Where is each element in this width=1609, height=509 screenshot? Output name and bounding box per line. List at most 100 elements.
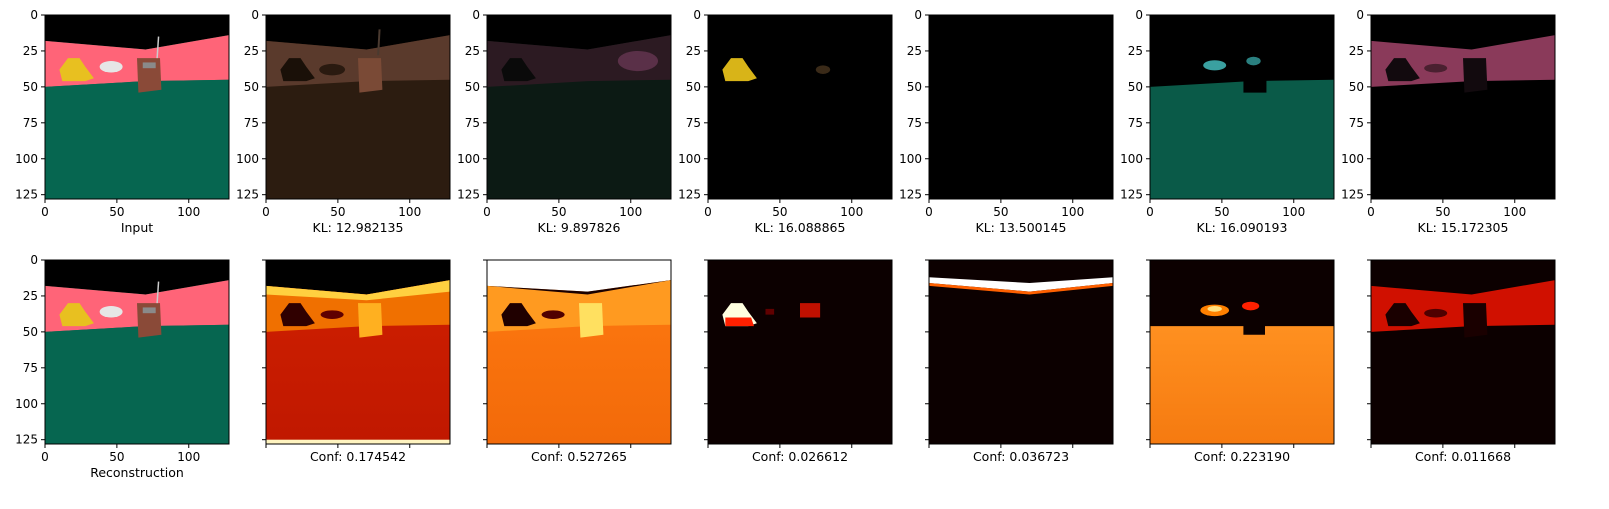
floor-surface [45,324,229,444]
horizon-hot [929,277,1113,292]
x-tick-label: 50 [772,205,787,219]
car-shadow [319,63,346,76]
car-object [1203,60,1227,71]
bin-lid [142,307,156,314]
duck-shadow [1385,303,1420,327]
y-tick-label: 125 [15,188,38,202]
y-tick-label: 75 [23,361,38,375]
panel-label: KL: 9.897826 [538,220,621,235]
y-tick-label: 0 [251,8,259,22]
panel-image [45,260,229,444]
panel-label: KL: 16.088865 [755,220,846,235]
panel-frame [486,259,672,445]
x-tick-label: 0 [41,450,49,464]
y-tick-label: 50 [465,80,480,94]
y-tick-label: 125 [15,433,38,447]
y-tick-label: 50 [244,80,259,94]
bin-shape [358,303,383,338]
sky-region [266,15,450,50]
wall-region [45,280,229,332]
y-tick-label: 75 [1128,116,1143,130]
panel-bottom-5: Conf: 0.223190 [1146,259,1335,464]
wall-hot [1371,280,1555,332]
y-tick-label: 125 [236,188,259,202]
panel-label: Conf: 0.223190 [1194,449,1290,464]
floor-surface [45,79,229,199]
x-tick-label: 50 [109,205,124,219]
y-tick-label: 100 [236,152,259,166]
bin-shape [358,58,383,93]
y-tick-label: 125 [457,188,480,202]
y-tick-label: 125 [1341,188,1364,202]
wall-region [1371,35,1555,87]
x-tick-label: 0 [925,205,933,219]
y-tick-label: 0 [914,8,922,22]
teal-blob [1246,56,1261,66]
y-tick-label: 50 [686,80,701,94]
duck-shadow [501,58,536,82]
y-tick-label: 50 [907,80,922,94]
panel-label: Reconstruction [90,465,184,480]
x-tick-label: 50 [993,205,1008,219]
panel-image [266,260,450,444]
y-tick-label: 50 [1349,80,1364,94]
y-tick-label: 0 [1356,8,1364,22]
x-tick-label: 100 [1503,205,1526,219]
panel-image [1371,260,1555,444]
panel-label: Conf: 0.011668 [1415,449,1511,464]
bin-shadow [1243,78,1267,93]
x-tick-label: 50 [1214,205,1229,219]
x-tick-label: 50 [330,205,345,219]
sky-region [487,260,671,292]
y-tick-label: 0 [472,8,480,22]
y-tick-label: 0 [693,8,701,22]
car-core [1207,306,1222,312]
panel-image [1150,260,1334,444]
duck-edge [725,317,754,327]
x-tick-label: 100 [619,205,642,219]
panel-frame [1149,14,1335,200]
duck-shadow [280,58,315,82]
sky-region [45,260,229,295]
x-tick-label: 100 [840,205,863,219]
x-tick-label: 0 [1146,205,1154,219]
panel-image [487,260,671,444]
panel-frame [486,14,672,200]
edge-band [266,280,450,301]
bg-region [708,15,892,199]
panel-frame [928,14,1114,200]
x-tick-label: 50 [551,205,566,219]
x-tick-label: 0 [41,205,49,219]
y-tick-label: 25 [23,289,38,303]
panel-frame [1370,259,1556,445]
horizon-edge [929,283,1113,295]
y-tick-label: 100 [1341,152,1364,166]
floor-surface [1150,79,1334,199]
panel-label: Conf: 0.036723 [973,449,1069,464]
y-tick-label: 100 [1120,152,1143,166]
panel-image [1371,15,1555,199]
antenna-line [156,281,160,304]
panel-frame [707,14,893,200]
bin-shadow [1463,58,1488,93]
x-tick-label: 100 [1061,205,1084,219]
x-tick-label: 0 [1367,205,1375,219]
panel-bottom-6: Conf: 0.011668 [1367,259,1556,464]
bin-shadow [1463,303,1488,338]
bin-hot [1242,301,1260,311]
y-tick-label: 25 [465,44,480,58]
panel-frame [928,259,1114,445]
panel-bottom-3: Conf: 0.026612 [704,259,893,464]
bottom-edge [266,439,450,444]
wall-region [45,35,229,87]
y-tick-label: 75 [1349,116,1364,130]
y-tick-label: 125 [678,188,701,202]
y-tick-label: 0 [30,8,38,22]
panel-image [708,260,892,444]
y-tick-label: 0 [30,253,38,267]
